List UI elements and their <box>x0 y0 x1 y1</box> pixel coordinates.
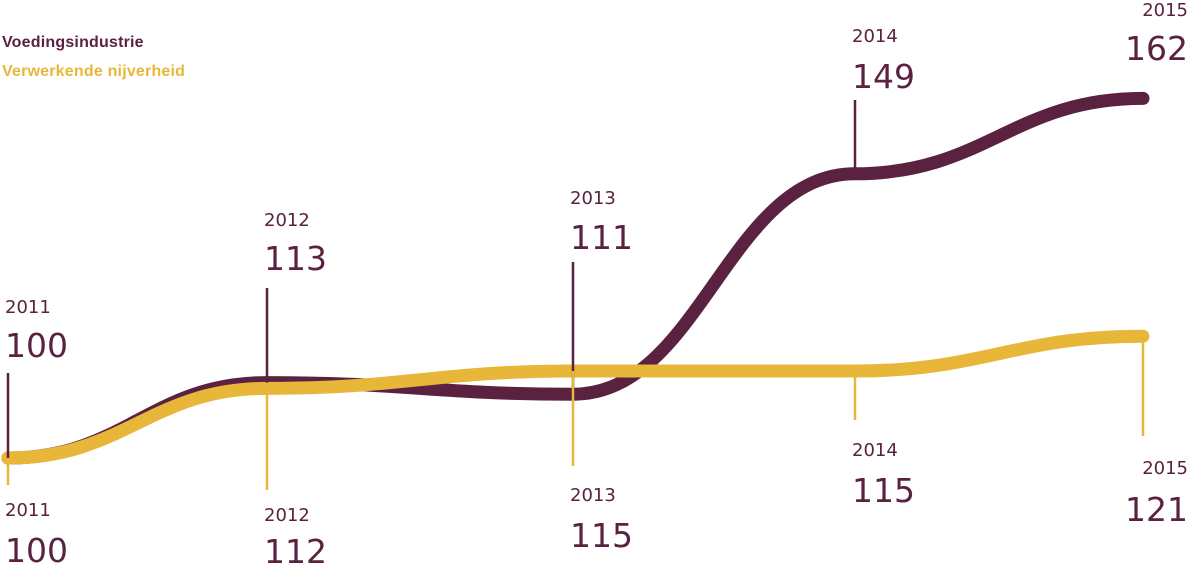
value-label-food-2011: 100 <box>5 326 68 365</box>
year-label-manufacturing-2013: 2013 <box>570 485 616 506</box>
value-label-food-2012: 113 <box>264 239 327 278</box>
value-label-food-2014: 149 <box>852 57 915 96</box>
value-label-manufacturing-2013: 115 <box>570 516 633 555</box>
year-label-manufacturing-2011: 2011 <box>5 500 51 521</box>
series-lines <box>1 91 1150 465</box>
value-label-manufacturing-2012: 112 <box>264 532 327 566</box>
year-label-manufacturing-2014: 2014 <box>852 440 898 461</box>
value-label-manufacturing-2015: 121 <box>1125 490 1188 529</box>
value-label-manufacturing-2014: 115 <box>852 471 915 510</box>
year-label-manufacturing-2015: 2015 <box>1142 458 1188 479</box>
year-label-food-2015: 2015 <box>1142 0 1188 21</box>
data-labels: 2011 100 2012 113 2013 111 2014 149 2015 162 2011 1… <box>5 0 1188 566</box>
value-label-food-2015: 162 <box>1125 29 1188 68</box>
year-label-food-2011: 2011 <box>5 297 51 318</box>
year-label-manufacturing-2012: 2012 <box>264 505 310 526</box>
label-stems <box>6 95 1145 490</box>
value-label-manufacturing-2011: 100 <box>5 531 68 566</box>
legend-voedingsindustrie: Voedingsindustrie <box>2 34 144 51</box>
year-label-food-2014: 2014 <box>852 26 898 47</box>
value-label-food-2013: 111 <box>570 218 633 257</box>
year-label-food-2012: 2012 <box>264 210 310 231</box>
legend-verwerkende-nijverheid: Verwerkende nijverheid <box>2 63 186 80</box>
year-label-food-2013: 2013 <box>570 188 616 209</box>
